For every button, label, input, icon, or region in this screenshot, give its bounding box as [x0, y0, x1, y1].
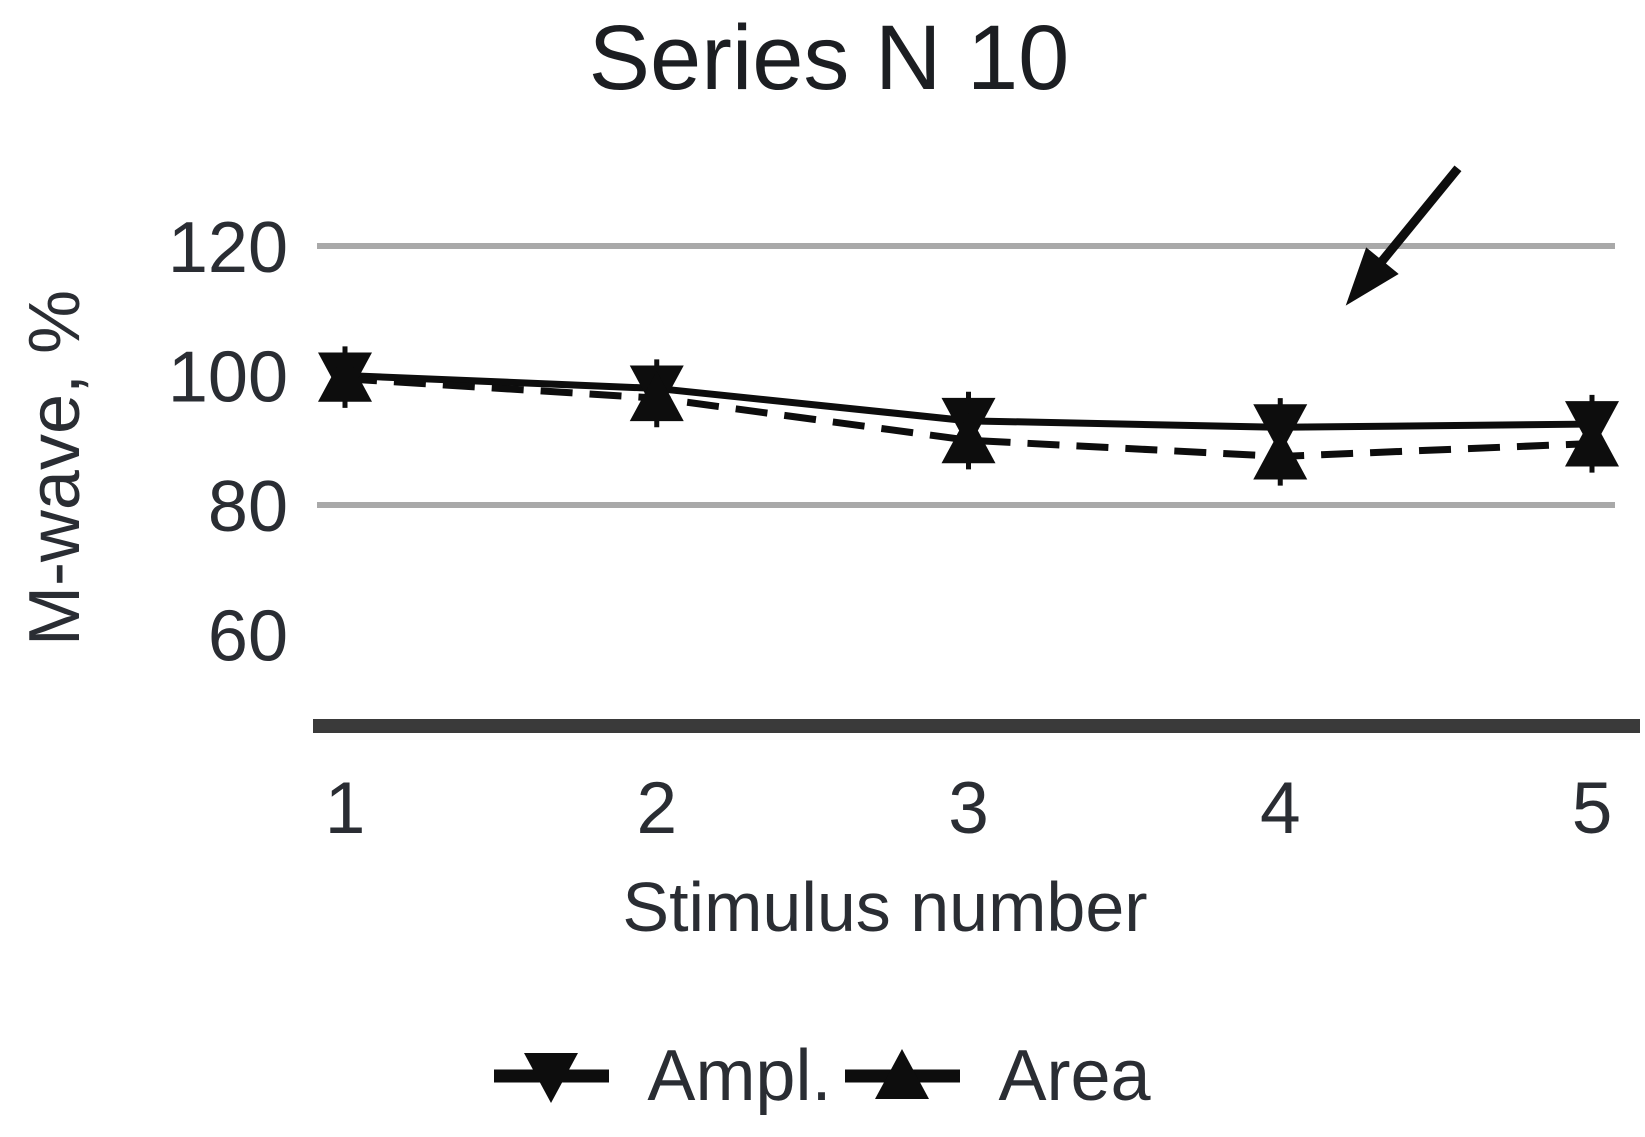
y-tick-label-100: 100 — [168, 338, 288, 418]
series-markers — [318, 351, 1619, 480]
legend-item-area: Area — [845, 1036, 1151, 1116]
annotation-arrow — [1345, 165, 1462, 306]
triangle-up-icon — [845, 1049, 961, 1099]
x-axis-title: Stimulus number — [622, 868, 1148, 946]
legend-label-ampl: Ampl. — [647, 1036, 832, 1116]
legend-triangle-up — [875, 1049, 930, 1099]
x-tick-label-4: 4 — [1260, 768, 1301, 849]
triangle-down-icon — [494, 1053, 610, 1103]
chart-title: Series N 10 — [588, 7, 1070, 109]
x-tick-label-1: 1 — [325, 768, 366, 849]
y-tick-labels: 120 100 80 60 — [168, 208, 288, 677]
y-tick-label-80: 80 — [208, 467, 288, 547]
legend-triangle-down — [524, 1053, 579, 1103]
triangle-up-marker-s1-p3 — [941, 413, 996, 464]
legend: Ampl. Area — [0, 1040, 1645, 1112]
x-tick-labels: 1 2 3 4 5 — [325, 768, 1613, 849]
x-tick-label-3: 3 — [948, 768, 989, 849]
triangle-up-marker-s1-p4 — [1253, 429, 1308, 480]
triangle-up-marker-s1-p1 — [318, 351, 372, 402]
x-tick-label-2: 2 — [636, 768, 677, 849]
triangle-up-marker-s1-p2 — [629, 371, 684, 422]
legend-label-area: Area — [998, 1036, 1151, 1116]
arrow-shaft — [1373, 165, 1462, 270]
x-tick-label-5: 5 — [1572, 768, 1613, 849]
y-tick-label-60: 60 — [208, 597, 288, 677]
arrow-head — [1345, 247, 1399, 306]
legend-item-ampl: Ampl. — [494, 1040, 831, 1112]
triangle-down-marker-s0-p4 — [1253, 404, 1308, 455]
y-tick-label-120: 120 — [168, 208, 288, 288]
line-area — [344, 375, 1593, 460]
triangle-up-marker-s1-p5 — [1565, 416, 1619, 467]
